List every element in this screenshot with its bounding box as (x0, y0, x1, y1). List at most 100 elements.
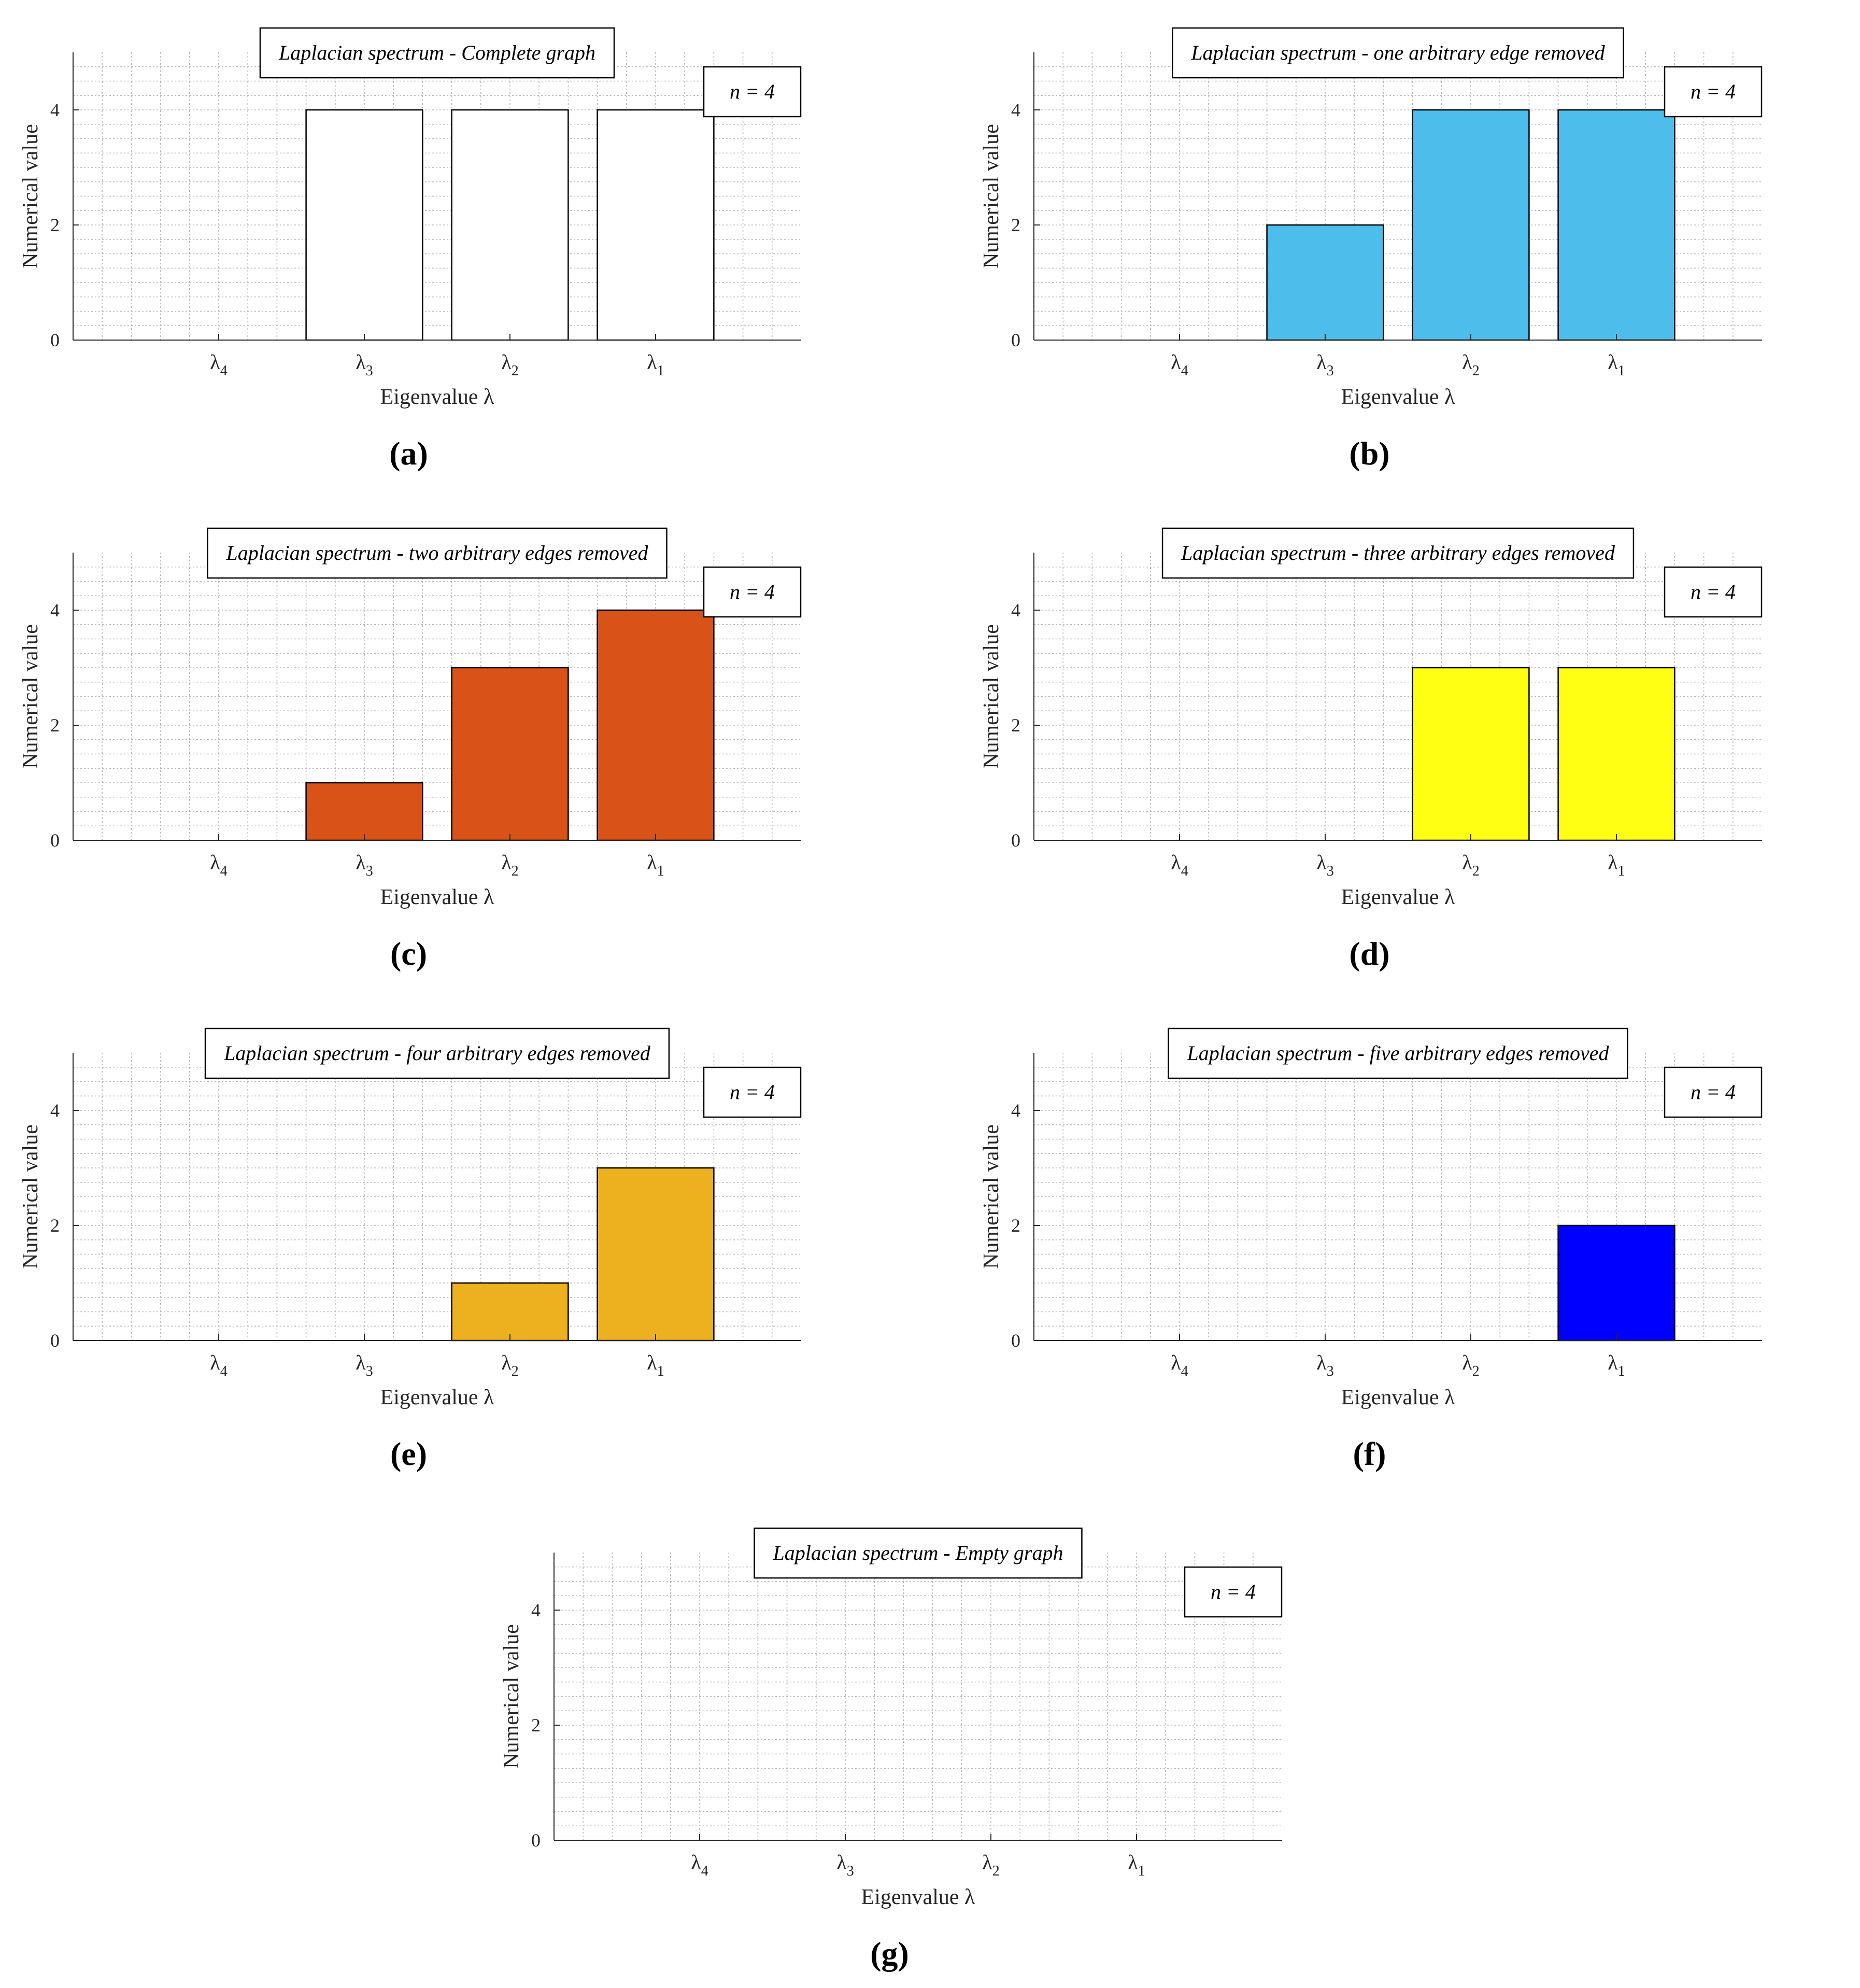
subfigure-label: (g) (870, 1935, 909, 1972)
chart-panel-b: 0 2 4 λ4 λ3 λ2 λ1 Eigenvalue λ Numerical value La… (979, 27, 1763, 472)
bar-λ3 (305, 782, 423, 841)
x-tick-label: λ1 (1608, 350, 1625, 379)
x-tick-label: λ3 (1316, 350, 1333, 379)
y-tick-label: 0 (50, 330, 60, 350)
x-axis-label: Eigenvalue λ (380, 1386, 494, 1409)
annotation-text: n = 4 (1691, 1080, 1736, 1104)
x-tick-label: λ3 (356, 851, 373, 879)
x-tick-label: λ3 (356, 350, 373, 379)
chart-title: Laplacian spectrum - three arbitrary edg… (1181, 541, 1615, 565)
bar-λ2 (451, 109, 569, 341)
bar-λ1 (597, 609, 715, 841)
x-tick-label: λ1 (1128, 1851, 1145, 1879)
y-axis-label: Numerical value (19, 1124, 42, 1269)
x-tick-label: λ4 (1171, 350, 1188, 379)
x-tick-label: λ4 (1171, 851, 1188, 879)
x-axis-label: Eigenvalue λ (380, 385, 494, 409)
x-axis-label: Eigenvalue λ (1341, 885, 1455, 909)
y-tick-label: 0 (531, 1830, 541, 1851)
bar-λ3 (305, 109, 423, 341)
x-tick-label: λ1 (647, 1351, 664, 1379)
y-tick-label: 2 (50, 1215, 60, 1236)
subfigure-label: (e) (390, 1435, 427, 1472)
chart-title-box (204, 1027, 670, 1079)
chart-title-box (1168, 1027, 1628, 1079)
y-tick-label: 2 (50, 715, 60, 736)
bar-λ1 (597, 109, 715, 341)
annotation-text: n = 4 (1691, 80, 1736, 103)
subfigure-label: (b) (1349, 435, 1389, 472)
y-tick-label: 2 (1011, 215, 1020, 235)
annotation-text: n = 4 (730, 80, 775, 103)
y-tick-label: 4 (50, 100, 60, 120)
x-axis-label: Eigenvalue λ (380, 885, 494, 909)
bar-λ2 (451, 1282, 569, 1342)
chart-panel-g: 0 2 4 λ4 λ3 λ2 λ1 Eigenvalue λ Numerical value La… (500, 1527, 1283, 1972)
chart-title-box (1161, 527, 1635, 579)
y-axis-label: Numerical value (500, 1624, 523, 1769)
chart-title-box (259, 27, 615, 79)
annotation-box (1664, 66, 1763, 118)
y-tick-label: 4 (1011, 600, 1020, 621)
y-axis-label: Numerical value (979, 624, 1003, 769)
x-tick-label: λ2 (501, 851, 518, 879)
bar-λ1 (1557, 1224, 1676, 1342)
x-tick-label: λ2 (1462, 350, 1479, 379)
subfigure-label: (a) (389, 435, 428, 472)
annotation-box (1184, 1566, 1283, 1618)
chart-title: Laplacian spectrum - four arbitrary edge… (223, 1041, 651, 1065)
x-tick-label: λ4 (210, 350, 227, 379)
y-tick-label: 0 (1011, 830, 1020, 851)
annotation-box (703, 66, 802, 118)
y-tick-label: 4 (531, 1600, 541, 1620)
chart-panel-e: 0 2 4 λ4 λ3 λ2 λ1 Eigenvalue λ Numerical value La… (19, 1027, 802, 1472)
chart-title: Laplacian spectrum - one arbitrary edge … (1190, 41, 1605, 64)
annotation-text: n = 4 (730, 1080, 775, 1104)
subfigure-label: (d) (1349, 935, 1389, 972)
chart-title-box (754, 1527, 1083, 1579)
y-tick-label: 4 (1011, 1100, 1020, 1121)
x-tick-label: λ2 (1462, 1351, 1479, 1379)
chart-title: Laplacian spectrum - Empty graph (773, 1541, 1063, 1564)
y-tick-label: 2 (1011, 1215, 1020, 1236)
x-tick-label: λ1 (647, 350, 664, 379)
bar-λ2 (1412, 667, 1530, 841)
bar-λ2 (451, 667, 569, 841)
x-axis-label: Eigenvalue λ (861, 1885, 975, 1909)
chart-title: Laplacian spectrum - five arbitrary edge… (1187, 1041, 1610, 1065)
annotation-box (703, 1066, 802, 1118)
chart-panel-a: 0 2 4 λ4 λ3 λ2 λ1 Eigenvalue λ Numerical value La… (19, 27, 802, 472)
annotation-text: n = 4 (730, 580, 775, 603)
x-tick-label: λ3 (836, 1851, 854, 1879)
bar-λ1 (597, 1167, 715, 1342)
y-axis-label: Numerical value (19, 624, 42, 769)
y-tick-label: 4 (50, 600, 60, 621)
chart-title: Laplacian spectrum - two arbitrary edges… (226, 541, 649, 565)
x-tick-label: λ2 (501, 350, 518, 379)
subfigure-label: (c) (390, 935, 427, 972)
y-tick-label: 2 (531, 1715, 541, 1736)
chart-panel-f: 0 2 4 λ4 λ3 λ2 λ1 Eigenvalue λ Numerical value La… (979, 1027, 1763, 1472)
y-tick-label: 4 (1011, 100, 1020, 120)
annotation-box (1664, 1066, 1763, 1118)
bar-λ3 (1266, 224, 1384, 341)
x-axis-label: Eigenvalue λ (1341, 385, 1455, 409)
subfigure-label: (f) (1353, 1435, 1386, 1472)
chart-title-box (207, 527, 668, 579)
annotation-text: n = 4 (1691, 580, 1736, 603)
y-tick-label: 0 (50, 1330, 60, 1351)
bar-λ1 (1557, 109, 1676, 341)
x-tick-label: λ4 (691, 1851, 708, 1879)
chart-panel-d: 0 2 4 λ4 λ3 λ2 λ1 Eigenvalue λ Numerical value La… (979, 527, 1763, 972)
y-tick-label: 0 (1011, 1330, 1020, 1351)
x-tick-label: λ2 (501, 1351, 518, 1379)
x-tick-label: λ1 (647, 851, 664, 879)
y-tick-label: 0 (1011, 330, 1020, 350)
x-tick-label: λ1 (1608, 851, 1625, 879)
x-tick-label: λ3 (1316, 1351, 1333, 1379)
annotation-box (703, 566, 802, 618)
y-axis-label: Numerical value (979, 124, 1003, 269)
y-tick-label: 2 (1011, 715, 1020, 736)
x-tick-label: λ2 (1462, 851, 1479, 879)
y-axis-label: Numerical value (979, 1124, 1003, 1269)
